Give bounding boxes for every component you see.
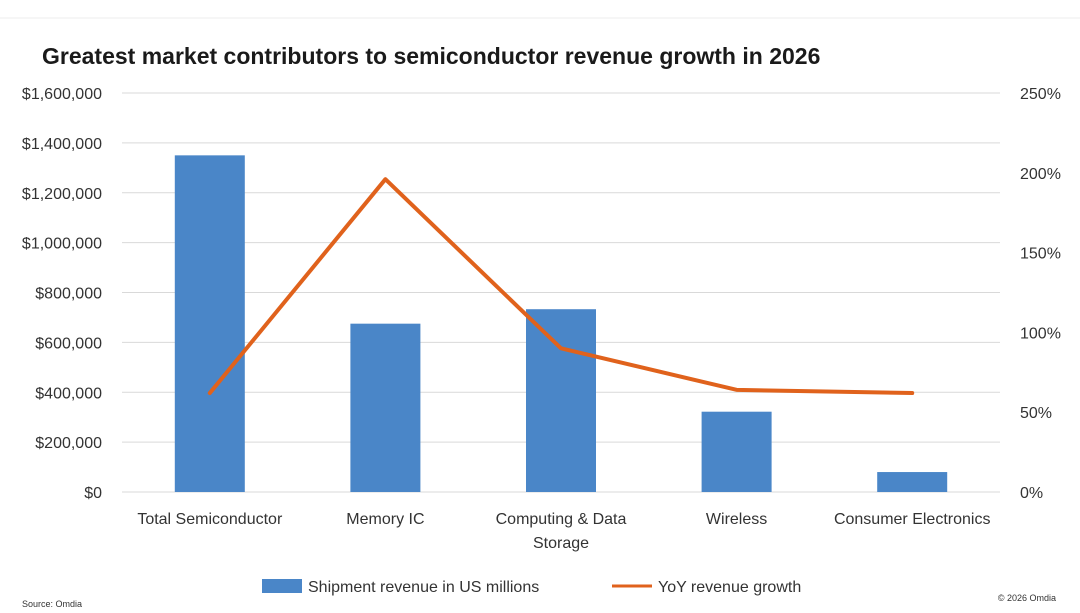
legend-label-bar: Shipment revenue in US millions bbox=[308, 579, 539, 596]
left-tick-label: $1,200,000 bbox=[22, 186, 102, 203]
right-tick-label: 200% bbox=[1020, 166, 1061, 183]
bar bbox=[174, 155, 245, 492]
category-label: Storage bbox=[533, 535, 589, 552]
left-tick-label: $200,000 bbox=[35, 435, 102, 452]
category-label: Computing & Data bbox=[496, 511, 627, 528]
bar bbox=[526, 309, 596, 492]
right-tick-label: 100% bbox=[1020, 325, 1061, 342]
right-tick-label: 150% bbox=[1020, 246, 1061, 263]
line-series bbox=[207, 177, 915, 396]
left-tick-label: $800,000 bbox=[35, 286, 102, 303]
bar bbox=[350, 323, 421, 492]
left-tick-label: $0 bbox=[84, 485, 102, 502]
legend: Shipment revenue in US millions YoY reve… bbox=[262, 579, 801, 596]
left-tick-label: $400,000 bbox=[35, 385, 102, 402]
bar bbox=[701, 411, 772, 492]
copyright-note: © 2026 Omdia bbox=[998, 593, 1056, 603]
right-axis-ticks: 0% 50% 100% 150% 200% 250% bbox=[1020, 86, 1061, 502]
right-tick-label: 50% bbox=[1020, 405, 1052, 422]
category-label: Consumer Electronics bbox=[834, 511, 991, 528]
source-note: Source: Omdia bbox=[22, 599, 82, 609]
chart-title: Greatest market contributors to semicond… bbox=[42, 43, 820, 69]
category-label: Memory IC bbox=[346, 511, 424, 528]
left-tick-label: $1,000,000 bbox=[22, 236, 102, 253]
left-tick-label: $600,000 bbox=[35, 335, 102, 352]
legend-swatch-bar bbox=[262, 579, 302, 593]
category-labels: Total Semiconductor Memory IC Computing & … bbox=[137, 511, 990, 552]
left-axis-ticks: $0 $200,000 $400,000 $600,000 $800,000 $1,000… bbox=[22, 86, 102, 502]
legend-label-line: YoY revenue growth bbox=[658, 579, 801, 596]
bar-series bbox=[174, 155, 948, 492]
category-label: Wireless bbox=[706, 511, 767, 528]
right-tick-label: 0% bbox=[1020, 485, 1043, 502]
right-tick-label: 250% bbox=[1020, 86, 1061, 103]
left-tick-label: $1,600,000 bbox=[22, 86, 102, 103]
left-tick-label: $1,400,000 bbox=[22, 136, 102, 153]
bar bbox=[877, 472, 948, 492]
growth-line bbox=[207, 177, 915, 396]
category-label: Total Semiconductor bbox=[137, 511, 283, 528]
